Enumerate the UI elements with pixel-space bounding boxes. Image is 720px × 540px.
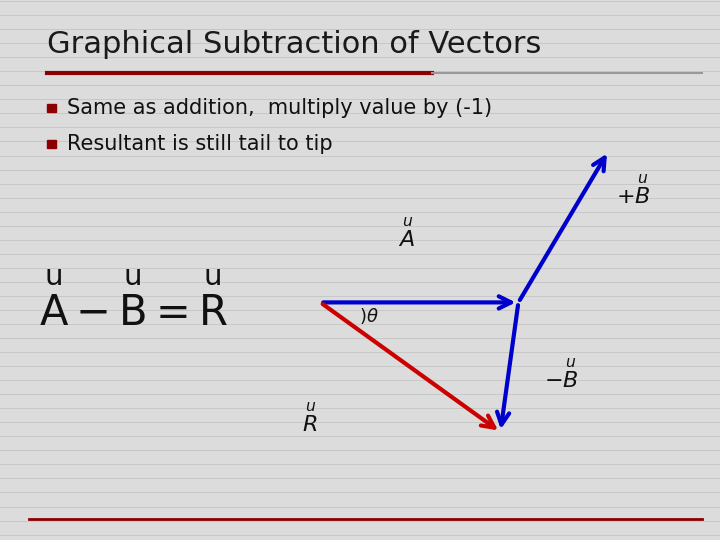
Text: $\overset{u}{R}$: $\overset{u}{R}$ (302, 402, 318, 436)
Bar (47, 104, 56, 112)
Text: Graphical Subtraction of Vectors: Graphical Subtraction of Vectors (47, 30, 541, 59)
Bar (47, 140, 56, 148)
Text: )$\theta$: )$\theta$ (359, 306, 378, 326)
Text: $-\overset{u}{B}$: $-\overset{u}{B}$ (544, 359, 578, 392)
Text: $+\overset{u}{B}$: $+\overset{u}{B}$ (616, 175, 650, 208)
Text: $\overset{u}{A}$: $\overset{u}{A}$ (398, 217, 415, 251)
Text: $\mathsf{\overset{u}{A}-\overset{u}{B}=\overset{u}{R}}$: $\mathsf{\overset{u}{A}-\overset{u}{B}=\… (39, 275, 228, 335)
Text: Resultant is still tail to tip: Resultant is still tail to tip (67, 134, 333, 154)
Text: Same as addition,  multiply value by (-1): Same as addition, multiply value by (-1) (67, 98, 492, 118)
